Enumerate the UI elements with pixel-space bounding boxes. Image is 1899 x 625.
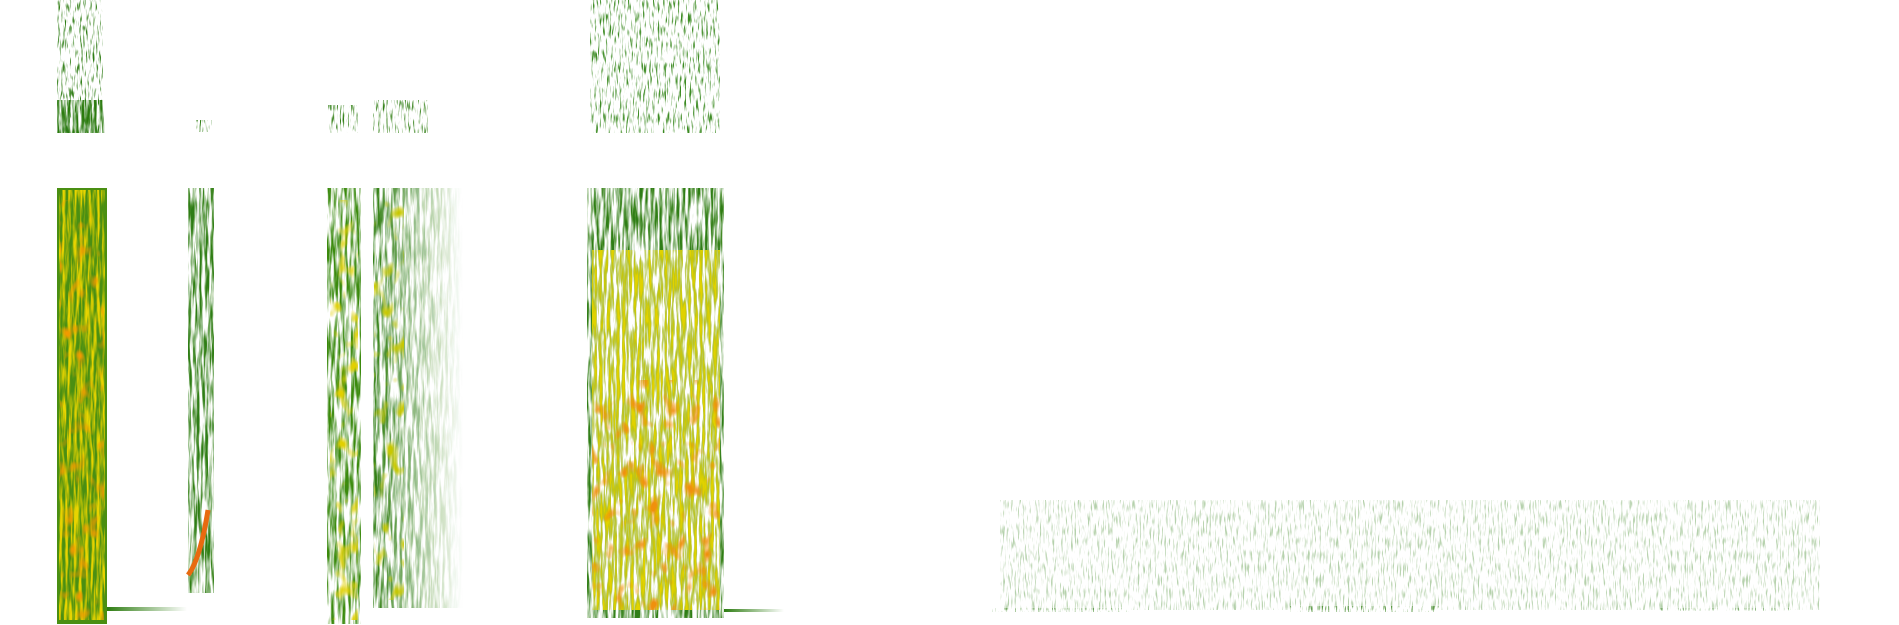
sound-block xyxy=(327,100,463,624)
energy-line xyxy=(107,607,187,611)
energy-patch xyxy=(196,120,212,132)
energy-patch xyxy=(328,105,358,133)
energy-base xyxy=(188,188,214,593)
noise xyxy=(1000,500,1820,610)
energy-patch xyxy=(57,100,105,133)
energy-peak xyxy=(185,509,211,577)
energy-high xyxy=(374,200,404,600)
energy-patch xyxy=(590,0,720,133)
sound-block xyxy=(587,0,784,618)
energy-patch xyxy=(373,100,428,133)
sound-block xyxy=(57,0,187,624)
energy-line xyxy=(724,609,784,612)
energy-peak xyxy=(60,200,104,620)
energy-high xyxy=(330,200,358,620)
background-noise xyxy=(990,500,1820,612)
energy-peak xyxy=(592,380,720,610)
sound-block xyxy=(185,120,214,593)
